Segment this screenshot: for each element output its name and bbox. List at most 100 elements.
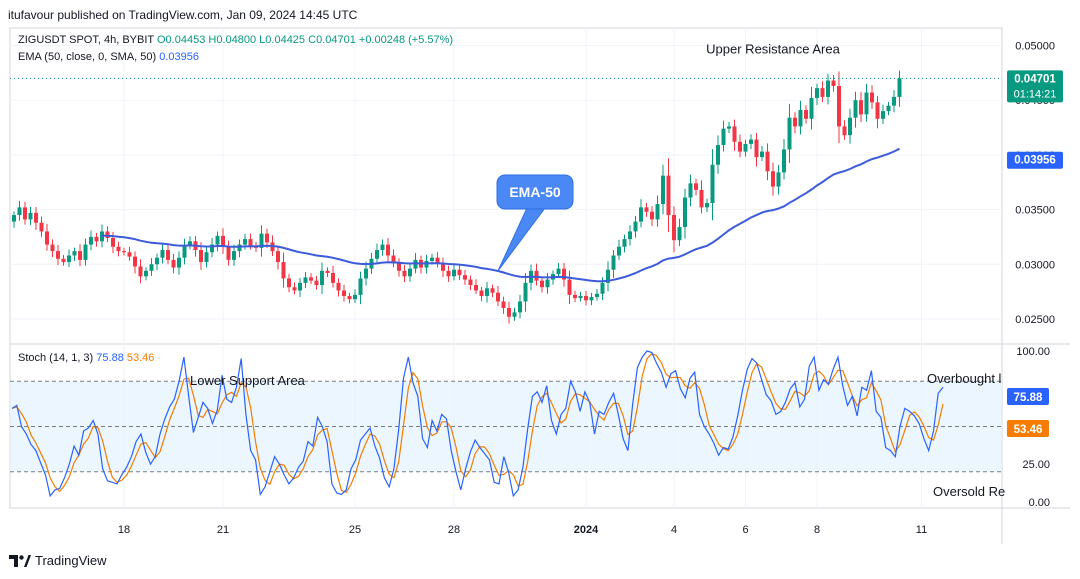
candle-body [336,282,341,291]
price-tick-label: 0.05000 [1015,41,1055,53]
ema-callout-label: EMA-50 [509,184,561,200]
candle-body [743,143,748,152]
stoch-d-value: 53.46 [126,352,155,364]
overbought-label: Overbought l [927,371,1002,386]
candle-body [710,164,715,203]
candle-body [490,288,495,293]
candle-body [89,236,93,245]
time-tick-label: 28 [448,524,460,536]
candle-body [573,294,577,299]
candle-body [402,270,407,277]
candle-body [804,110,808,119]
candle-body [12,215,16,222]
attribution-text: itufavour published on TradingView.com, … [8,8,358,22]
oversold-label: Oversold Re [933,484,1005,499]
candle-body [342,290,346,296]
candle-body [864,92,869,115]
candle-body [534,270,539,281]
candle-body [149,264,154,271]
candle-body [199,250,203,263]
candle-body [859,100,863,115]
candle-body [215,235,220,245]
candle-body [628,231,632,240]
ema-label[interactable]: EMA (50, close, 0, SMA, 50) [18,51,157,63]
lower-support-label: Lower Support Area [190,373,306,388]
candle-body [435,257,440,264]
ema-price-badge: 0.03956 [1007,151,1063,169]
candle-body [78,251,82,260]
candle-body [281,262,286,279]
candle-body [661,175,665,205]
candle-body [749,139,753,144]
candle-body [441,263,445,271]
stoch-legend: Stoch (14, 1, 3) 75.88 53.46 [18,352,154,364]
candle-body [688,183,693,198]
stoch-d-badge-bg [1007,420,1049,437]
candle-body [831,80,836,86]
ema-price-value: 0.03956 [1014,155,1056,167]
candle-body [457,269,462,276]
footer-brand-label: TradingView [35,553,107,568]
candle-body [133,256,137,267]
price-tick-label: 0.02500 [1015,314,1055,326]
candle-body [468,279,473,286]
candle-body [144,270,148,277]
candle-body [644,207,649,212]
candle-body [512,312,517,317]
candle-body [232,251,236,260]
candle-body [204,252,209,263]
candle-body [584,295,588,301]
symbol-label[interactable]: ZIGUSDT SPOT, 4h, BYBIT [18,34,154,46]
candle-body [358,278,363,295]
current-price-value: 0.04701 [1014,73,1056,85]
current-price-badge-bg [1007,70,1063,103]
candle-body [501,301,506,308]
candle-body [765,151,770,172]
candle-body [226,246,231,260]
candle-body [705,203,709,208]
candle-body [611,255,616,270]
candle-body [556,268,561,275]
tradingview-logo-icon [9,554,31,567]
time-tick-label: 11 [916,524,927,536]
footer-brand[interactable]: TradingView [9,553,107,568]
upper-resistance-label: Upper Resistance Area [706,42,840,57]
time-tick-label: 25 [349,524,361,536]
stoch-label[interactable]: Stoch (14, 1, 3) [18,352,94,364]
candle-body [694,183,698,190]
candle-body [50,244,55,252]
ema-value: 0.03956 [159,51,199,63]
candle-body [45,231,49,245]
candle-body [138,266,143,277]
ohlc-legend: ZIGUSDT SPOT, 4h, BYBIT O0.04453 H0.0480… [18,34,453,46]
stoch-d-badge: 53.46 [1007,420,1049,437]
candle-body [892,96,896,106]
candle-body [716,145,720,165]
candle-body [677,227,682,241]
candle-body [782,149,786,173]
candle-body [633,221,638,232]
candle-body [518,301,522,313]
candle-body [798,110,803,127]
candle-body [837,85,841,127]
candle-body [545,279,550,288]
candle-body [259,233,264,248]
candle-body [655,204,660,220]
candle-body [320,270,324,286]
ohlc-high-label: H [208,34,217,46]
candle-body [182,245,187,258]
time-tick-label: 18 [118,524,130,536]
candle-body [567,279,572,295]
ohlc-open: 0.04453 [165,34,206,46]
candle-body [39,222,44,232]
stoch-k-badge-value: 75.88 [1014,392,1043,404]
stoch-k-line [11,350,944,498]
candle-body [83,244,88,260]
candle-body [809,98,814,119]
candle-body [727,126,731,129]
countdown-value: 01:14:21 [1014,88,1057,100]
ema-callout-box [496,174,574,210]
candle-body [61,258,66,263]
candle-body [721,128,726,146]
